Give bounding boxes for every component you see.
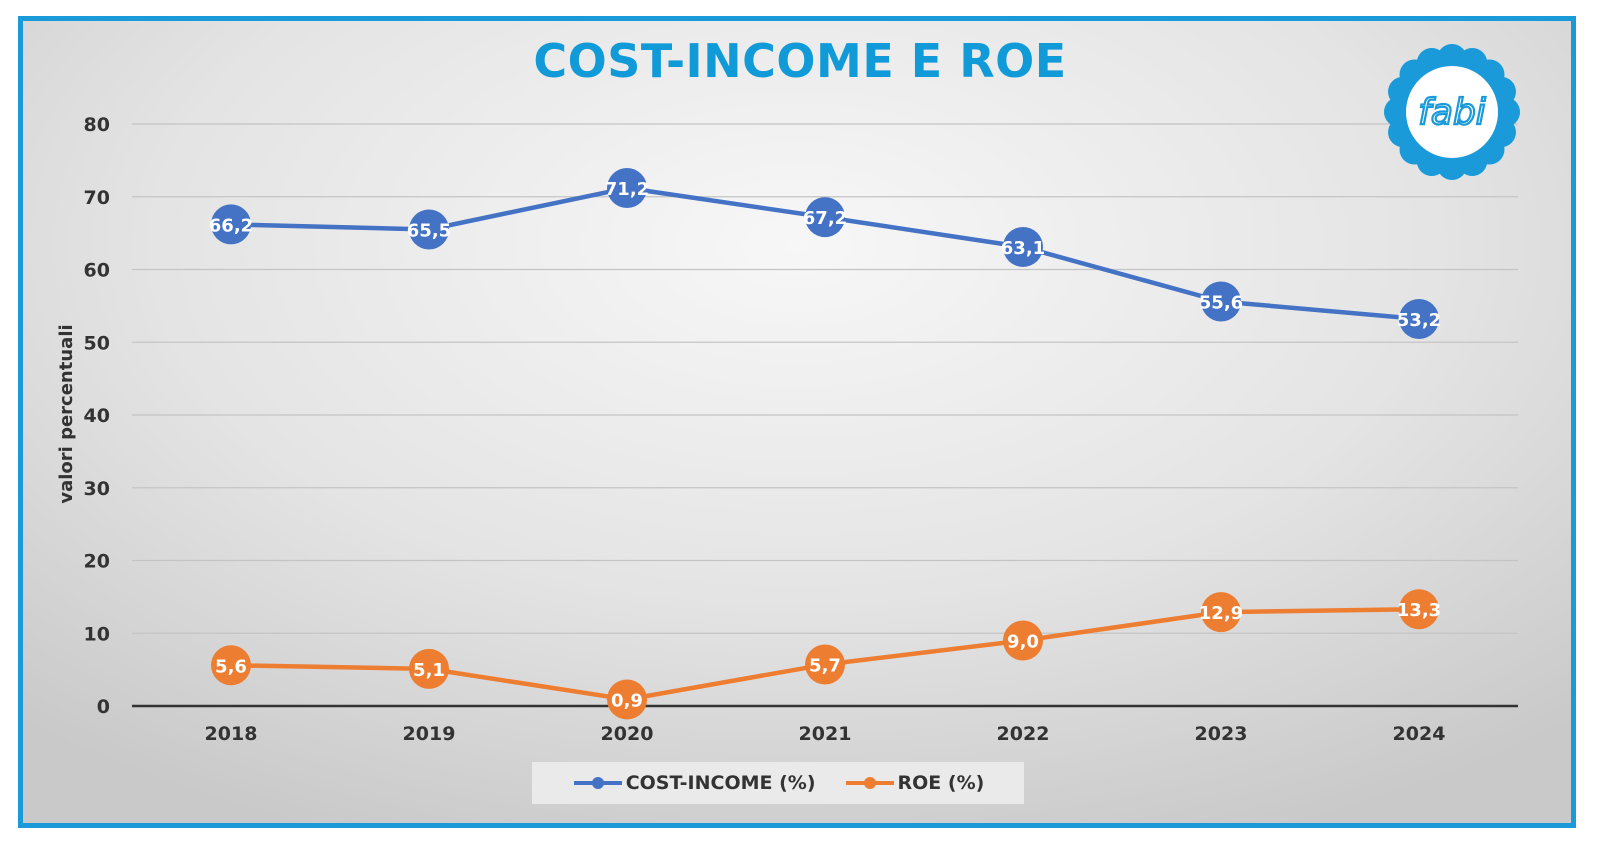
- x-tick-label: 2021: [799, 723, 852, 745]
- data-label: 5,1: [413, 660, 445, 681]
- legend-line-marker-roe: [845, 777, 894, 789]
- data-label: 9,0: [1007, 632, 1039, 653]
- gridlines: [132, 123, 1518, 708]
- data-point[interactable]: [1003, 226, 1043, 267]
- y-tick-label: 80: [84, 114, 110, 136]
- data-label: 71,2: [605, 179, 649, 200]
- y-tick-label: 40: [84, 405, 110, 427]
- data-point[interactable]: [1003, 620, 1043, 661]
- x-axis-ticks: 2018 2019 2020 2021 2022 2023 2024: [205, 723, 1446, 745]
- y-axis-ticks: 0 10 20 30 40 50 60 70 80: [84, 114, 110, 718]
- legend-item-roe[interactable]: ROE (%): [844, 772, 985, 794]
- data-point[interactable]: [805, 644, 845, 685]
- data-point[interactable]: [607, 168, 647, 209]
- fabi-logo: fabi: [1382, 42, 1522, 186]
- legend: COST-INCOME (%) ROE (%): [532, 762, 1024, 804]
- data-label: 13,3: [1397, 600, 1441, 621]
- data-label: 67,2: [803, 208, 847, 229]
- legend-label-roe: ROE (%): [897, 772, 985, 794]
- y-tick-label: 60: [84, 260, 110, 282]
- x-tick-label: 2019: [403, 723, 456, 745]
- legend-label-cost-income: COST-INCOME (%): [625, 772, 816, 794]
- x-tick-label: 2023: [1195, 723, 1248, 745]
- flower-logo-icon: fabi: [1384, 44, 1520, 180]
- y-tick-label: 20: [84, 551, 110, 573]
- legend-item-cost-income[interactable]: COST-INCOME (%): [572, 772, 816, 794]
- data-label: 5,7: [809, 656, 841, 677]
- legend-line-marker-cost-income: [573, 777, 622, 789]
- logo-text: fabi: [1418, 92, 1486, 133]
- data-point[interactable]: [211, 645, 251, 686]
- data-label: 12,9: [1199, 603, 1243, 624]
- chart-title: COST-INCOME E ROE: [533, 34, 1067, 88]
- chart-frame: [18, 16, 1576, 828]
- series-layer: 66,2 65,5 71,2 67,2 63,1 55,6 53,2 5,6 5,1 0,9 5,7…: [209, 168, 1441, 720]
- y-tick-label: 50: [84, 332, 110, 354]
- y-tick-label: 10: [84, 623, 110, 645]
- data-point[interactable]: [409, 648, 449, 689]
- data-point[interactable]: [805, 197, 845, 238]
- data-point[interactable]: [1201, 592, 1241, 633]
- data-label: 65,5: [407, 220, 451, 241]
- data-label: 0,9: [611, 690, 643, 711]
- data-label: 63,1: [1001, 238, 1045, 259]
- y-tick-label: 30: [84, 478, 110, 500]
- data-label: 66,2: [209, 215, 253, 236]
- data-point[interactable]: [607, 679, 647, 720]
- x-tick-label: 2018: [205, 723, 258, 745]
- data-point[interactable]: [1201, 281, 1241, 322]
- x-tick-label: 2022: [997, 723, 1050, 745]
- data-point[interactable]: [211, 204, 251, 245]
- y-tick-label: 0: [97, 696, 110, 718]
- data-label: 5,6: [215, 656, 247, 677]
- data-point[interactable]: [409, 209, 449, 250]
- x-tick-label: 2020: [601, 723, 654, 745]
- data-point[interactable]: [1399, 589, 1439, 630]
- data-point[interactable]: [1399, 298, 1439, 339]
- data-label: 53,2: [1397, 310, 1441, 331]
- y-tick-label: 70: [84, 187, 110, 209]
- y-axis-label: valori percentuali: [56, 324, 77, 503]
- data-label: 55,6: [1199, 293, 1243, 314]
- x-tick-label: 2024: [1393, 723, 1446, 745]
